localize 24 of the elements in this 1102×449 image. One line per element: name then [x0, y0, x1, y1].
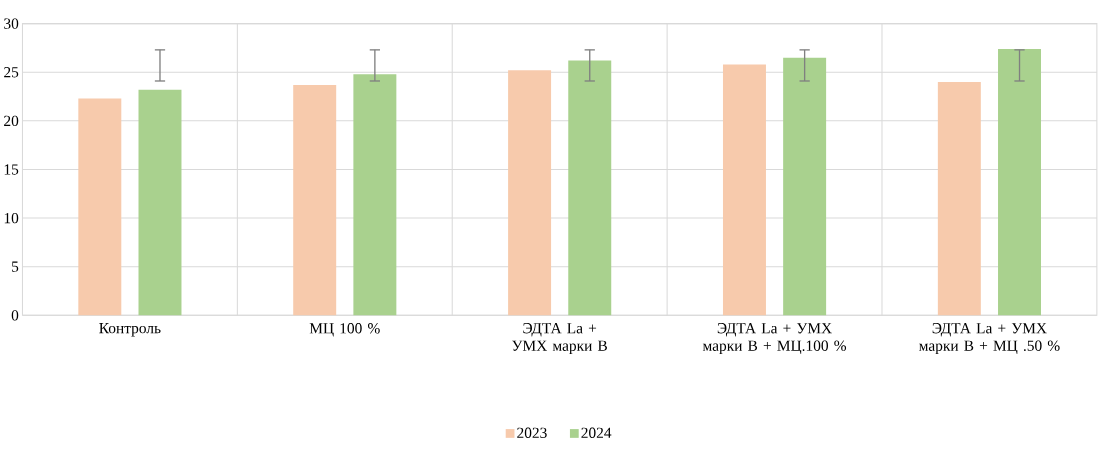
y-tick-label: 0 — [11, 310, 19, 321]
bar — [508, 70, 552, 316]
bar — [78, 98, 122, 316]
y-tick-label: 5 — [12, 261, 19, 272]
y-tick-label: 30 — [4, 18, 19, 29]
bar — [353, 74, 397, 316]
y-tick-label: 20 — [4, 115, 19, 127]
legend-label: 2024 — [581, 427, 612, 439]
y-tick-label: 25 — [4, 67, 19, 78]
bar — [937, 82, 981, 316]
legend-label: 2023 — [517, 427, 547, 439]
x-tick-label: МЦ 100 % — [309, 323, 380, 337]
y-tick-label: 15 — [4, 164, 19, 175]
bar — [568, 60, 612, 316]
x-tick-label: ЭДТА La + УМХ марки В + МЦ.100 % — [702, 323, 847, 355]
bar — [293, 84, 337, 316]
x-tick-label: ЭДТА La + УМХ марки В + МЦ .50 % — [919, 323, 1060, 355]
bar — [783, 57, 827, 316]
bar — [722, 64, 766, 316]
x-tick-label: Контроль — [99, 323, 161, 337]
bar — [998, 48, 1041, 316]
x-tick-label: ЭДТА La + УМХ марки В — [512, 323, 607, 355]
y-tick-label: 10 — [4, 212, 19, 224]
bar — [138, 89, 182, 316]
